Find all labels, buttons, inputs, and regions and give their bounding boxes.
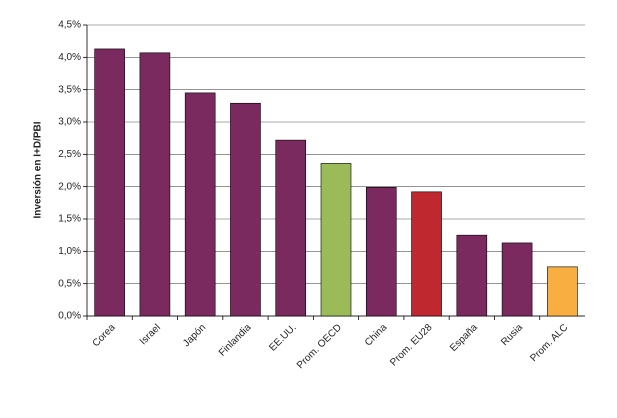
y-tick-label: 0,0% [58,311,81,322]
bar [139,52,171,317]
bar [184,92,216,317]
x-tick-label: Prom. EU28 [388,322,435,369]
y-axis-label: Inversión en I+D/PBI [33,121,44,218]
bar [94,48,125,317]
x-tick-label: Prom. OECD [295,322,344,371]
bar [365,187,397,317]
y-tick-label: 2,5% [58,149,81,160]
x-tick-label: EE.UU. [267,322,298,353]
y-tick-label: 3,0% [58,117,81,128]
y-tick-label: 3,5% [58,84,81,95]
bar [411,191,442,317]
x-tick-label: Prom. ALC [528,322,570,364]
x-tick-label: Corea [91,322,118,349]
x-tick-label: Japón [181,322,208,349]
bar [501,242,533,317]
y-tick-label: 4,5% [58,20,81,31]
bar [320,163,352,317]
x-tick-label: Finlandia [217,322,254,359]
bar [547,266,578,317]
y-tick-label: 1,0% [58,246,81,257]
bar [456,234,488,317]
x-tick-label: España [448,322,480,354]
x-tick-label: Israel [138,322,163,347]
y-tick-label: 2,0% [58,181,81,192]
y-tick-label: 4,0% [58,52,81,63]
x-tick-label: China [363,322,390,349]
bar [230,102,261,317]
y-tick-label: 1,5% [58,214,81,225]
bar [275,139,307,317]
x-tick-label: Rusia [499,322,525,348]
y-tick-label: 0,5% [58,278,81,289]
